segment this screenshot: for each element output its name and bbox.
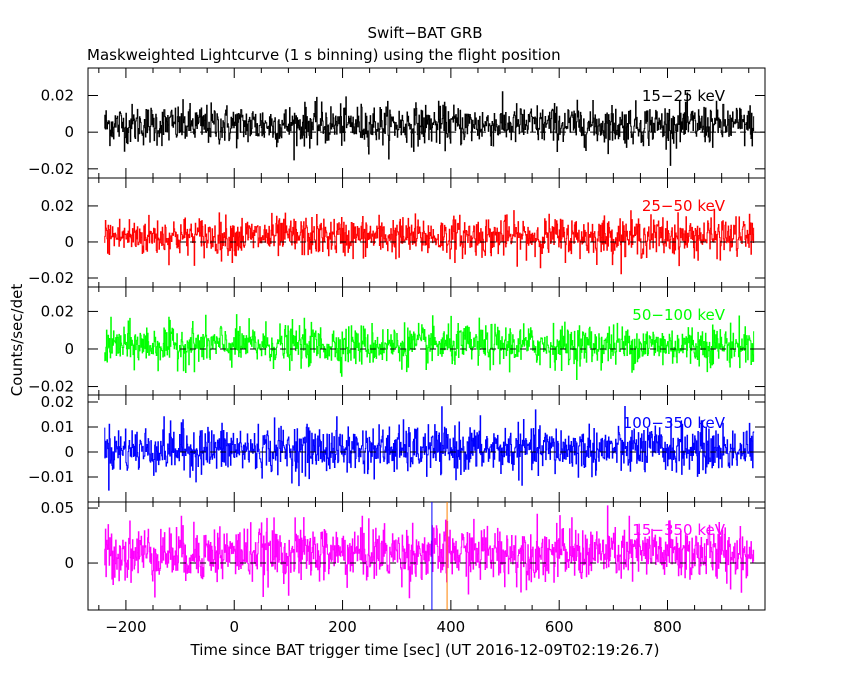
y-tick-label: 0.02 (41, 393, 74, 411)
panel-3: −0.01 0 0.01 0.02 100−350 keV (28, 393, 766, 503)
series-line (104, 208, 755, 275)
panel-4: 0 0.05 15−350 keV (41, 499, 766, 611)
x-tick-label: 200 (328, 618, 357, 636)
y-tick-label: 0.02 (41, 87, 74, 105)
y-tick-label: 0.02 (41, 197, 74, 215)
x-tick-label: 400 (437, 618, 466, 636)
y-tick-label: −0.02 (28, 160, 74, 178)
panel-1: −0.02 0 0.02 25−50 keV (28, 177, 766, 288)
series-line (104, 314, 755, 380)
y-tick-label: 0 (64, 340, 74, 358)
series-line (104, 406, 755, 491)
series-label: 100−350 keV (623, 414, 726, 432)
panel-frame (87, 501, 766, 611)
y-tick-label: 0 (64, 443, 74, 461)
y-tick-label: 0 (64, 123, 74, 141)
x-tick-label: 600 (545, 618, 574, 636)
series-label: 25−50 keV (642, 197, 726, 215)
x-tick-label: 800 (653, 618, 682, 636)
y-tick-label: 0.01 (41, 418, 74, 436)
series-label: 15−350 keV (632, 521, 725, 539)
y-tick-label: 0.02 (41, 302, 74, 320)
series-line (104, 505, 755, 599)
y-tick-label: −0.01 (28, 468, 74, 486)
series-label: 15−25 keV (642, 87, 726, 105)
y-tick-label: 0.05 (41, 499, 74, 517)
y-tick-label: −0.02 (28, 269, 74, 287)
y-tick-label: −0.02 (28, 378, 74, 396)
series-label: 50−100 keV (632, 306, 725, 324)
panel-0: −0.02 0 0.02 15−25 keV (28, 67, 766, 179)
x-axis-label: Time since BAT trigger time [sec] (UT 20… (190, 641, 660, 659)
chart-title: Swift−BAT GRB (367, 24, 482, 42)
y-axis-label: Counts/sec/det (8, 284, 26, 397)
x-tick-label: −200 (105, 618, 146, 636)
panel-2: −0.02 0 0.02 50−100 keV (28, 286, 766, 396)
y-tick-label: 0 (64, 233, 74, 251)
y-tick-label: 0 (64, 554, 74, 572)
chart-subtitle: Maskweighted Lightcurve (1 s binning) us… (87, 46, 561, 64)
x-tick-label: 0 (229, 618, 239, 636)
series-line (104, 91, 755, 166)
